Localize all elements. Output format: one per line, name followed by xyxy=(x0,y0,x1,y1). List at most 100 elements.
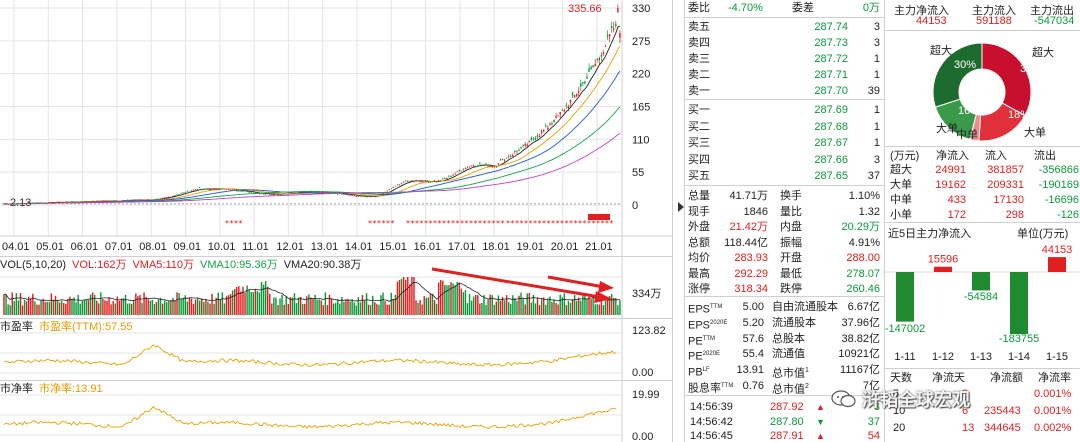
candle-body xyxy=(139,199,141,201)
volume-bar xyxy=(186,301,189,315)
sell-level-row[interactable]: 卖一 287.70 39 xyxy=(688,83,884,100)
candle-body xyxy=(229,189,232,191)
volume-bar xyxy=(194,299,197,315)
vol-indicator-title[interactable]: VOL(5,10,20) xyxy=(0,259,67,271)
sell-level-row[interactable]: 卖三 287.72 1 xyxy=(688,51,884,68)
volume-bar xyxy=(312,298,314,315)
volume-bar xyxy=(93,294,96,315)
volume-bar xyxy=(380,295,382,315)
buy-level-row[interactable]: 买二 287.68 1 xyxy=(688,119,884,136)
candle-body xyxy=(310,190,312,192)
candle-body xyxy=(163,197,166,199)
candle-body xyxy=(203,188,205,190)
candle-body xyxy=(147,199,149,201)
volume-bar xyxy=(17,300,20,315)
volume-bar xyxy=(596,304,599,315)
volume-bar xyxy=(320,300,322,315)
flow-sep-4 xyxy=(884,368,1080,369)
volume-bar xyxy=(110,304,112,315)
candle-body xyxy=(479,163,481,165)
buy-level-label: 买一 xyxy=(688,104,710,116)
trend-arrow-head xyxy=(598,281,614,293)
candle-body xyxy=(266,193,269,195)
kline-x-tick: 10.01 xyxy=(208,241,236,253)
volume-bar xyxy=(116,296,119,315)
buy-level-row[interactable]: 买一 287.69 1 xyxy=(688,102,884,119)
kline-x-tick: 06.01 xyxy=(71,241,99,253)
candle-body xyxy=(205,188,207,190)
sell-level-row[interactable]: 卖二 287.71 1 xyxy=(688,67,884,84)
five-day-bar-chart[interactable]: -147002 1-11 15596 1-12 -54584 1-13 -183755 1-1… xyxy=(884,238,1080,366)
volume-bar xyxy=(159,297,162,315)
volume-bar xyxy=(304,303,306,315)
pb-panel[interactable]: 市净率 市净率:13.91 19.99 0.00 xyxy=(0,380,672,442)
candle-body xyxy=(279,193,281,195)
flow-table-cell: 大单 xyxy=(890,179,912,191)
volume-bar xyxy=(44,302,46,315)
sell-level-row[interactable]: 卖四 287.73 3 xyxy=(688,35,884,52)
volume-bar xyxy=(108,297,110,315)
fund-label: 股息率TTM xyxy=(688,382,734,395)
flow-table-cell: 172 xyxy=(947,209,966,221)
fund-sup: 2020E xyxy=(702,351,721,358)
volume-bar xyxy=(516,300,518,315)
candle-body xyxy=(468,166,471,168)
fund-label: 总股本 xyxy=(772,332,805,345)
candle-body xyxy=(328,192,331,194)
candle-body xyxy=(23,203,26,205)
pb-chart[interactable] xyxy=(0,381,672,442)
event-marker: * xyxy=(451,219,455,228)
volume-bar xyxy=(139,295,141,315)
stat-label: 最低 xyxy=(780,267,802,280)
candle-body xyxy=(466,167,469,169)
candle-body xyxy=(376,196,378,198)
five-day-category: 1-11 xyxy=(894,351,915,363)
fund-value: 11167亿 xyxy=(840,364,880,377)
pe-title[interactable]: 市盈率 xyxy=(0,321,33,333)
kline-x-tick: 05.01 xyxy=(36,241,64,253)
pe-panel[interactable]: 市盈率 市盈率(TTM):57.55 123.82 0.00 xyxy=(0,318,672,380)
volume-bar xyxy=(398,279,401,315)
pie-slice xyxy=(932,42,983,108)
pb-title[interactable]: 市净率 xyxy=(0,383,33,395)
tick-row[interactable]: 14:56:39 287.92 ▲ 3 xyxy=(688,398,884,416)
flow-table-header: 流入 xyxy=(985,150,1007,162)
stat-value: 118.44亿 xyxy=(724,236,768,249)
buy-level-row[interactable]: 买三 287.67 1 xyxy=(688,135,884,152)
buy-level-row[interactable]: 买四 287.66 3 xyxy=(688,152,884,169)
volume-bar xyxy=(592,297,594,315)
candle-body xyxy=(34,203,36,205)
volume-bar xyxy=(475,294,477,315)
buy-level-row[interactable]: 买五 287.65 37 xyxy=(688,168,884,185)
volume-chart[interactable] xyxy=(0,257,672,318)
volume-bar xyxy=(231,290,234,315)
event-marker: * xyxy=(377,219,381,228)
kline-panel[interactable]: * * * * * * * * * * * * * * * * * * * * * * * * * * * * * * * * * * * * * * * *… xyxy=(0,0,672,256)
tick-row[interactable]: 14:56:42 287.80 ▼ 37 xyxy=(688,413,884,431)
sell-level-volume: 3 xyxy=(873,21,880,33)
volume-bar xyxy=(540,298,543,315)
collapse-arrow-icon[interactable] xyxy=(677,201,685,213)
volume-bar xyxy=(534,303,537,315)
pe-chart[interactable] xyxy=(0,319,672,380)
volume-bar xyxy=(553,299,555,315)
candle-body xyxy=(450,175,452,177)
kline-chart[interactable]: * * * * * * * * * * * * * * * * * * * * * * * * * * * * * * * * * * * * * * * *… xyxy=(0,0,672,256)
up-arrow-icon: ▲ xyxy=(816,431,825,441)
candle-body xyxy=(151,199,154,201)
volume-panel[interactable]: VOL(5,10,20) VOL:162万 VMA5:110万 VMA10:95.36… xyxy=(0,256,672,318)
fund-sup: TTM xyxy=(710,304,723,310)
tick-row[interactable]: 14:56:45 287.91 ▲ 54 xyxy=(688,427,884,442)
sell-level-row[interactable]: 卖五 287.74 3 xyxy=(688,19,884,36)
candle-body xyxy=(472,165,475,167)
stat-row: 涨停 318.34 跌停 260.46 xyxy=(688,281,884,298)
volume-bar xyxy=(561,297,563,315)
volume-bar xyxy=(425,297,428,315)
candle-body xyxy=(569,99,572,103)
high-price-label: 335.66 xyxy=(568,3,602,15)
candle-body xyxy=(369,196,372,198)
volume-bar xyxy=(221,292,224,315)
candle-body xyxy=(215,189,217,190)
